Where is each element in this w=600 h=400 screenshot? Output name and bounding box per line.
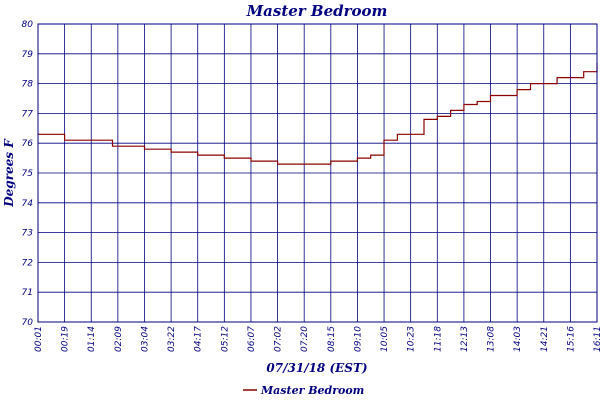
y-tick-label: 75 — [22, 169, 34, 179]
x-tick-labels: 00:01 00:19 01:14 02:09 03:04 03:22 04:17 05:12… — [34, 326, 600, 352]
x-tick-label: 02:09 — [114, 326, 124, 352]
x-tick-label: 16:11 — [593, 326, 600, 352]
x-tick-label: 10:23 — [407, 326, 417, 352]
x-tick-label: 15:16 — [566, 326, 576, 352]
y-tick-label: 80 — [22, 20, 34, 30]
x-tick-label: 07:20 — [300, 326, 310, 352]
x-axis-label: 07/31/18 (EST) — [266, 361, 367, 375]
x-tick-label: 10:05 — [380, 326, 390, 352]
series-layer — [38, 62, 598, 165]
x-tick-label: 07:02 — [274, 326, 284, 352]
x-tick-label: 06:07 — [247, 326, 257, 352]
y-tick-label: 78 — [22, 80, 34, 90]
y-tick-label: 76 — [22, 139, 34, 149]
legend-label: Master Bedroom — [260, 384, 364, 397]
x-tick-label: 13:08 — [487, 326, 497, 352]
x-tick-label: 14:21 — [540, 326, 550, 352]
y-tick-label: 72 — [22, 258, 34, 268]
x-tick-label: 00:19 — [61, 326, 71, 352]
x-tick-label: 14:03 — [513, 326, 523, 352]
x-tick-label: 05:12 — [220, 326, 230, 352]
chart-title: Master Bedroom — [246, 2, 388, 20]
x-tick-label: 08:15 — [327, 326, 337, 352]
x-tick-label: 09:10 — [353, 326, 363, 352]
x-tick-label: 03:22 — [167, 326, 177, 352]
x-tick-label: 03:04 — [140, 326, 150, 352]
x-tick-label: 04:17 — [194, 326, 204, 352]
legend: Master Bedroom — [243, 384, 364, 397]
grid — [38, 24, 597, 322]
y-tick-label: 74 — [22, 199, 34, 209]
y-tick-label: 79 — [22, 50, 34, 60]
y-tick-label: 70 — [22, 318, 34, 328]
x-tick-label: 00:01 — [34, 326, 44, 352]
y-tick-label: 73 — [22, 229, 34, 239]
y-tick-labels: 70 71 72 73 74 75 76 77 78 79 80 — [22, 20, 34, 328]
y-tick-label: 71 — [22, 288, 33, 298]
y-tick-label: 77 — [22, 109, 34, 119]
x-tick-label: 01:14 — [87, 326, 97, 352]
x-tick-label: 12:13 — [460, 326, 470, 352]
plot-border — [37, 23, 598, 323]
y-axis-label: Degrees F — [2, 138, 16, 208]
series-line — [38, 62, 598, 165]
x-tick-label: 11:18 — [433, 326, 443, 352]
